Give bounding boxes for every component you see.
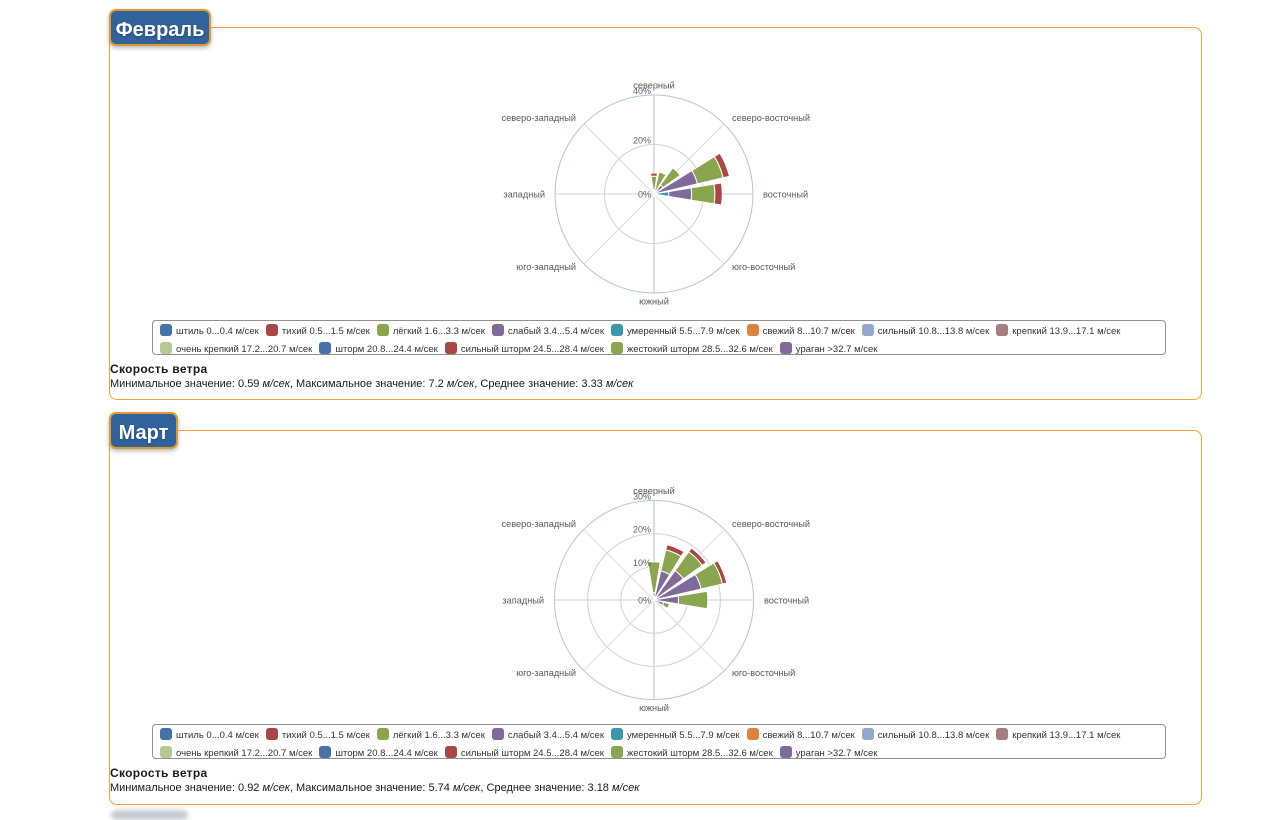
svg-text:западный: западный bbox=[503, 190, 545, 200]
svg-text:северо-восточный: северо-восточный bbox=[732, 113, 810, 123]
svg-text:северо-восточный: северо-восточный bbox=[732, 519, 810, 529]
svg-text:20%: 20% bbox=[633, 136, 651, 146]
svg-text:северный: северный bbox=[633, 81, 675, 91]
svg-text:восточный: восточный bbox=[763, 190, 808, 200]
svg-text:0%: 0% bbox=[638, 190, 651, 200]
svg-text:западный: западный bbox=[502, 596, 544, 606]
svg-text:20%: 20% bbox=[633, 525, 651, 535]
svg-text:северо-западный: северо-западный bbox=[502, 519, 576, 529]
svg-text:восточный: восточный bbox=[764, 596, 809, 606]
svg-text:юго-восточный: юго-восточный bbox=[732, 262, 795, 272]
svg-text:30%: 30% bbox=[633, 491, 651, 501]
svg-text:юго-западный: юго-западный bbox=[516, 668, 576, 678]
svg-text:юго-западный: юго-западный bbox=[516, 262, 576, 272]
svg-text:южный: южный bbox=[639, 297, 669, 307]
svg-text:южный: южный bbox=[639, 703, 669, 713]
svg-text:0%: 0% bbox=[638, 596, 651, 606]
svg-text:северный: северный bbox=[633, 486, 675, 496]
svg-text:северо-западный: северо-западный bbox=[502, 113, 576, 123]
svg-text:40%: 40% bbox=[633, 86, 651, 96]
svg-text:юго-восточный: юго-восточный bbox=[732, 668, 795, 678]
svg-text:10%: 10% bbox=[633, 558, 651, 568]
